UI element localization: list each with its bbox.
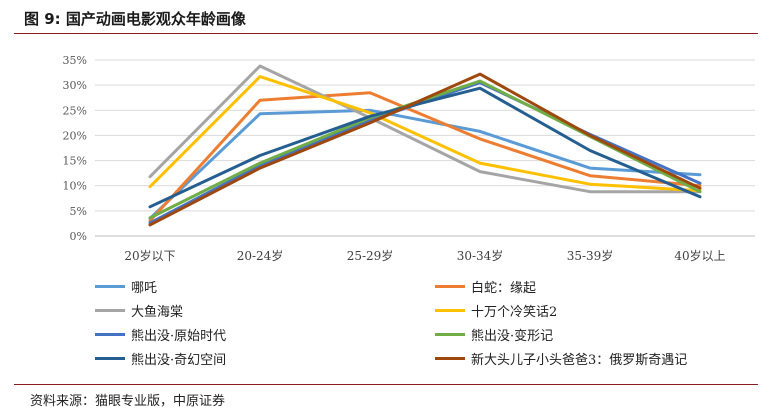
legend-label: 大鱼海棠 xyxy=(131,304,184,320)
series-line-7 xyxy=(148,86,702,209)
legend-item-5: 熊出没·原始时代 xyxy=(95,323,226,345)
legend-label: 白蛇：缘起 xyxy=(471,280,537,296)
legend-label: 新大头儿子小头爸爸3：俄罗斯奇遇记 xyxy=(471,352,688,368)
legend-label: 熊出没·原始时代 xyxy=(131,328,227,344)
legend-swatch xyxy=(435,356,465,360)
legend-swatch xyxy=(435,284,465,288)
legend-item-2: 白蛇：缘起 xyxy=(435,275,536,297)
series-line-4 xyxy=(148,75,702,193)
y-tick-label: 30% xyxy=(63,79,87,92)
y-tick-label: 15% xyxy=(63,155,87,168)
y-tick-label: 0% xyxy=(70,230,87,243)
series-line-8 xyxy=(148,72,702,227)
y-tick-label: 25% xyxy=(63,104,87,117)
x-tick-label: 30-34岁 xyxy=(457,248,504,263)
chart-legend: 哪吒 白蛇：缘起大鱼海棠 十万个冷笑话2 熊出没·原始时代 熊出没·变形记熊出没·奇幻空… xyxy=(95,275,755,375)
source-divider xyxy=(14,384,758,385)
legend-item-7: 熊出没·奇幻空间 xyxy=(95,347,226,369)
y-tick-label: 35% xyxy=(63,54,87,67)
legend-swatch xyxy=(95,308,125,312)
legend-swatch xyxy=(435,332,465,336)
legend-item-4: 十万个冷笑话2 xyxy=(435,299,557,321)
series-line-2 xyxy=(148,91,702,223)
legend-label: 熊出没·奇幻空间 xyxy=(131,352,227,368)
x-tick-label: 40岁以上 xyxy=(674,248,725,263)
legend-item-8: 新大头儿子小头爸爸3：俄罗斯奇遇记 xyxy=(435,347,687,369)
line-chart: 0% 5% 10% 15% 20% 25% 30% 35% 20岁以下 20-24岁 25-29岁… xyxy=(63,54,755,263)
x-axis-ticks: 20岁以下 20-24岁 25-29岁 30-34岁 35-39岁 40岁以上 xyxy=(124,248,725,263)
title-divider xyxy=(14,33,758,34)
source-note: 资料来源：猫眼专业版，中原证券 xyxy=(30,394,226,409)
figure-title: 图 9: 国产动画电影观众年龄画像 xyxy=(24,10,246,28)
legend-item-6: 熊出没·变形记 xyxy=(435,323,553,345)
legend-item-3: 大鱼海棠 xyxy=(95,299,183,321)
x-tick-label: 20岁以下 xyxy=(124,248,175,263)
legend-swatch xyxy=(95,332,125,336)
y-tick-label: 10% xyxy=(63,180,87,193)
legend-label: 哪吒 xyxy=(131,280,158,296)
chart-series xyxy=(148,64,702,227)
x-tick-label: 20-24岁 xyxy=(237,248,284,263)
series-line-3 xyxy=(148,64,702,194)
figure-header: 图 9: 国产动画电影观众年龄画像 xyxy=(0,0,772,34)
legend-swatch xyxy=(435,308,465,312)
y-tick-label: 5% xyxy=(70,205,87,218)
x-tick-label: 35-39岁 xyxy=(567,248,614,263)
legend-swatch xyxy=(95,356,125,360)
y-axis-ticks: 0% 5% 10% 15% 20% 25% 30% 35% xyxy=(63,54,87,243)
legend-item-1: 哪吒 xyxy=(95,275,157,297)
legend-swatch xyxy=(95,284,125,288)
legend-label: 十万个冷笑话2 xyxy=(471,304,558,320)
series-line-1 xyxy=(148,108,702,220)
chart-grid xyxy=(95,59,755,237)
x-tick-label: 25-29岁 xyxy=(347,248,394,263)
y-tick-label: 20% xyxy=(63,129,87,142)
legend-label: 熊出没·变形记 xyxy=(471,328,554,344)
